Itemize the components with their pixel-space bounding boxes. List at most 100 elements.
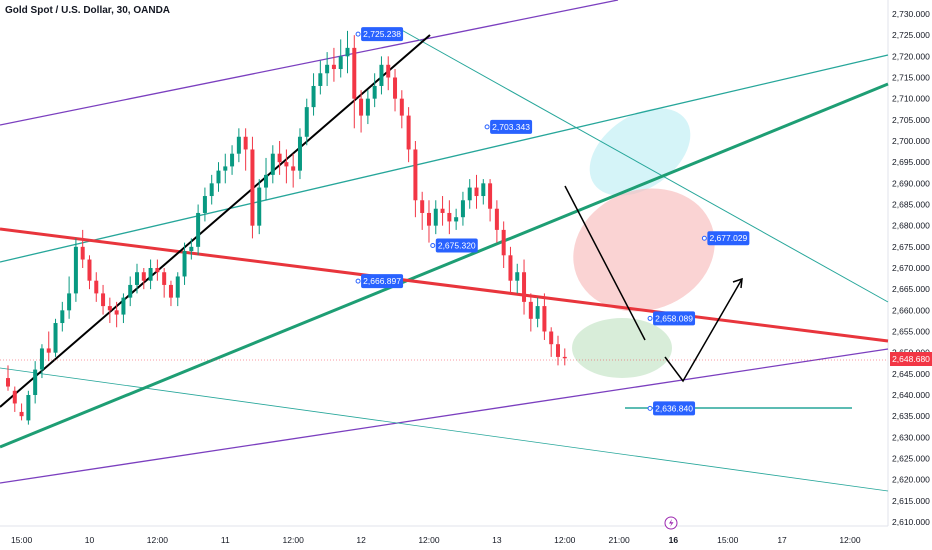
red-resistance-line[interactable]: [0, 227, 889, 343]
candle[interactable]: [562, 348, 567, 366]
candle[interactable]: [474, 174, 479, 209]
candle[interactable]: [209, 174, 214, 205]
candle[interactable]: [230, 145, 235, 175]
candle[interactable]: [141, 268, 146, 290]
candle[interactable]: [372, 73, 377, 108]
candle[interactable]: [291, 153, 296, 188]
candle[interactable]: [345, 30, 350, 74]
teal-upper-trendline[interactable]: [0, 54, 889, 263]
candle[interactable]: [542, 293, 547, 340]
candle[interactable]: [481, 179, 486, 205]
projection-path-down[interactable]: [564, 185, 646, 341]
candle[interactable]: [413, 141, 418, 218]
price-tag[interactable]: 2,636.840: [647, 401, 696, 416]
purple-lower-channel-line[interactable]: [0, 348, 889, 484]
candle[interactable]: [297, 128, 302, 180]
candle[interactable]: [277, 141, 282, 175]
candle[interactable]: [67, 276, 72, 319]
candle[interactable]: [352, 35, 357, 129]
candle[interactable]: [94, 272, 99, 302]
purple-upper-channel-line[interactable]: [0, 0, 619, 126]
candle[interactable]: [501, 221, 506, 268]
time-scale[interactable]: 15:00 10 12:00 11 12:00 12 12:00 13 12:00 21:00 16…: [0, 525, 888, 545]
price-tag[interactable]: 2,725.238: [355, 27, 404, 42]
candle[interactable]: [73, 238, 78, 302]
candle[interactable]: [365, 90, 370, 125]
candle[interactable]: [535, 297, 540, 328]
candle[interactable]: [19, 403, 24, 421]
price-tag[interactable]: 2,703.343: [484, 119, 533, 134]
candle[interactable]: [359, 90, 364, 133]
candle[interactable]: [494, 200, 499, 243]
candle[interactable]: [270, 145, 275, 184]
projection-path-zigzag[interactable]: [664, 278, 743, 383]
candle[interactable]: [406, 107, 411, 163]
candle[interactable]: [80, 229, 85, 268]
candle[interactable]: [264, 157, 269, 201]
candle[interactable]: [454, 208, 459, 230]
candle[interactable]: [121, 293, 126, 324]
candle[interactable]: [379, 56, 384, 95]
price-tag[interactable]: 2,658.089: [647, 311, 696, 326]
candle[interactable]: [549, 327, 554, 357]
candle[interactable]: [284, 149, 289, 184]
zone-ellipse-green[interactable]: [572, 318, 672, 378]
candle[interactable]: [87, 255, 92, 290]
candle[interactable]: [196, 204, 201, 256]
candle[interactable]: [386, 56, 391, 91]
candle[interactable]: [508, 246, 513, 294]
black-ascending-trendline[interactable]: [0, 34, 431, 408]
candle[interactable]: [311, 73, 316, 116]
teal-descending-trendline[interactable]: [397, 27, 889, 303]
candle[interactable]: [325, 52, 330, 86]
candle[interactable]: [162, 268, 167, 298]
candle[interactable]: [236, 128, 241, 163]
candle[interactable]: [304, 98, 309, 146]
candle[interactable]: [426, 200, 431, 243]
candle[interactable]: [515, 263, 520, 294]
candle[interactable]: [318, 60, 323, 95]
candle[interactable]: [243, 128, 248, 171]
candle[interactable]: [168, 280, 173, 307]
candle[interactable]: [46, 331, 51, 362]
candle[interactable]: [101, 284, 106, 315]
candle[interactable]: [128, 276, 133, 307]
candle[interactable]: [447, 200, 452, 235]
candle[interactable]: [175, 272, 180, 307]
candle[interactable]: [39, 344, 44, 379]
candle[interactable]: [223, 153, 228, 184]
candle[interactable]: [135, 263, 140, 294]
candle[interactable]: [250, 136, 255, 239]
price-scale[interactable]: 2,730.000 2,725.000 2,720.000 2,715.000 2,71…: [887, 0, 932, 527]
candle[interactable]: [399, 90, 404, 129]
candle[interactable]: [460, 191, 465, 226]
candle[interactable]: [488, 179, 493, 222]
green-thick-trendline[interactable]: [0, 82, 889, 449]
candle[interactable]: [107, 297, 112, 324]
candle[interactable]: [202, 187, 207, 222]
candle[interactable]: [6, 365, 10, 391]
candle[interactable]: [33, 361, 38, 404]
candle[interactable]: [528, 293, 533, 332]
candle[interactable]: [433, 200, 438, 235]
price-tag[interactable]: 2,677.029: [701, 231, 750, 246]
lightning-icon[interactable]: [664, 516, 678, 530]
candle[interactable]: [555, 335, 560, 366]
candle[interactable]: [331, 47, 336, 82]
candle[interactable]: [420, 191, 425, 230]
candle[interactable]: [338, 39, 343, 78]
price-tag[interactable]: 2,666.897: [355, 274, 404, 289]
candle[interactable]: [182, 242, 187, 285]
candle[interactable]: [60, 301, 65, 332]
candle[interactable]: [522, 259, 527, 315]
teal-lower-descending-line[interactable]: [0, 367, 889, 492]
candle[interactable]: [216, 162, 221, 192]
candle[interactable]: [257, 179, 262, 235]
candle[interactable]: [53, 318, 58, 357]
candle[interactable]: [12, 386, 17, 412]
candle[interactable]: [148, 259, 153, 290]
zone-ellipse-red[interactable]: [556, 169, 732, 331]
candle[interactable]: [114, 301, 119, 328]
candle[interactable]: [440, 196, 445, 226]
candle[interactable]: [467, 179, 472, 209]
